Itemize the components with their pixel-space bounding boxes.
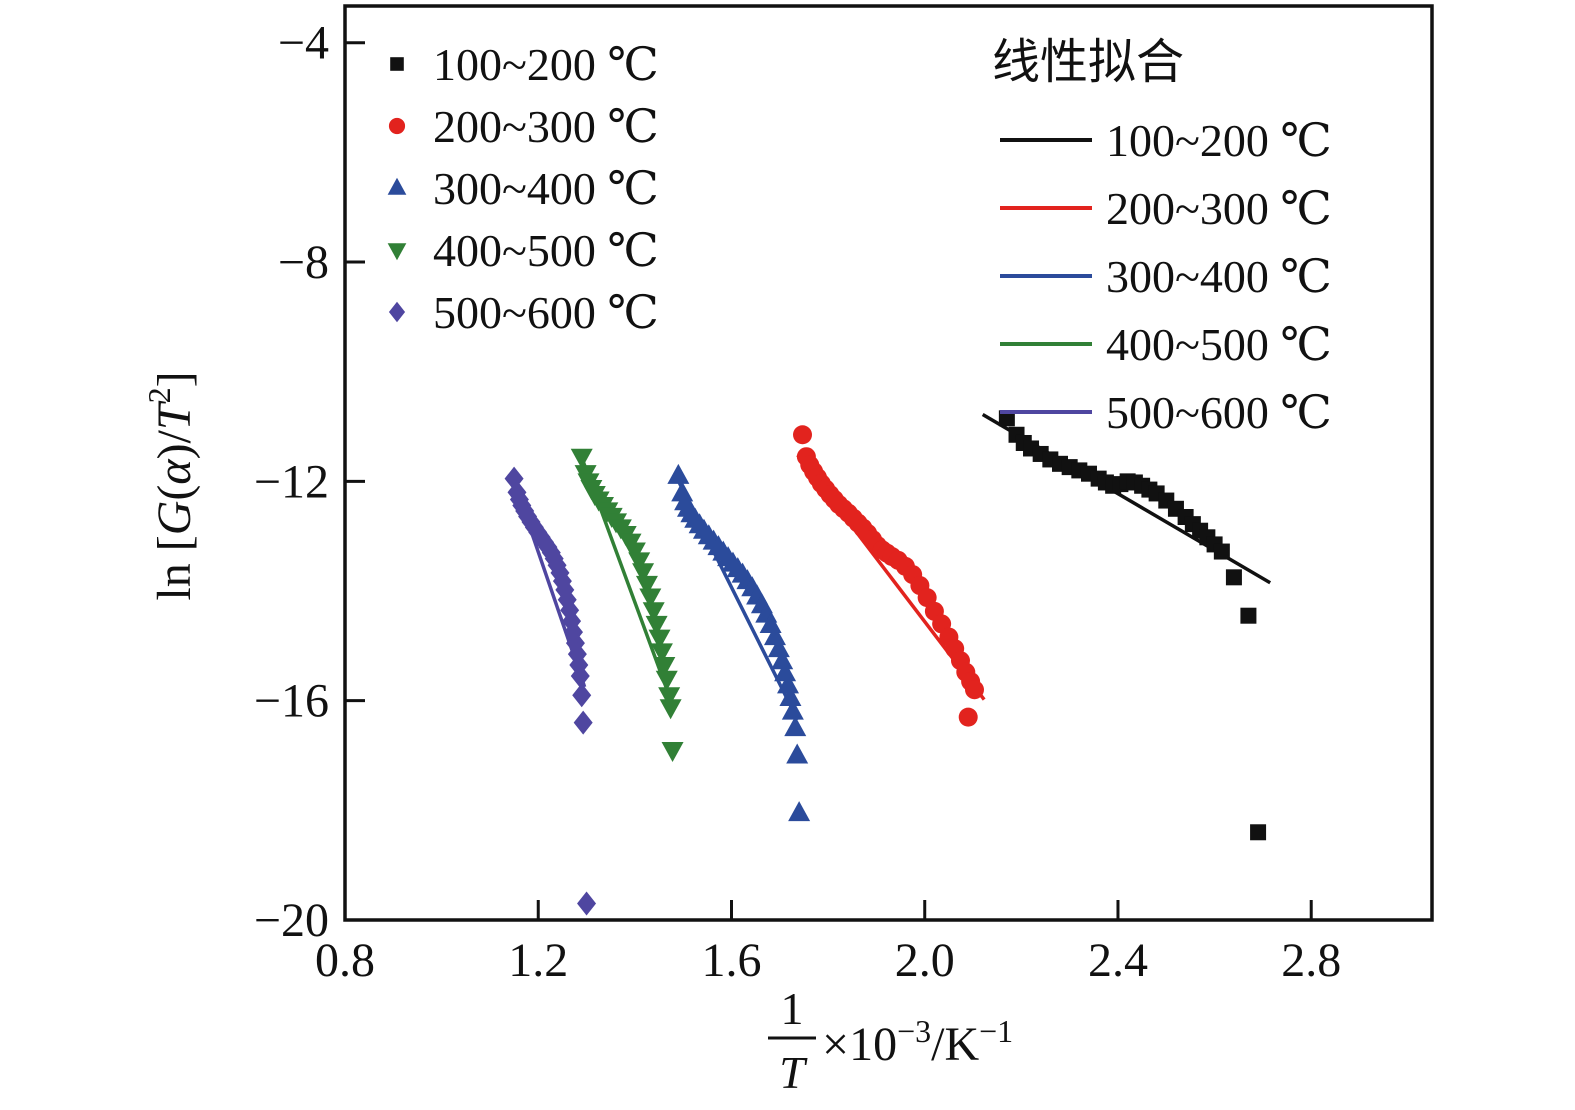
marker-legend-label: 500~600 ℃	[433, 287, 659, 338]
triangle-down-marker	[658, 687, 681, 708]
y-axis-label: ln [G(α)/T2]	[141, 371, 201, 600]
triangle-up-marker	[777, 673, 800, 694]
line-legend-item: 500~600 ℃	[1000, 387, 1332, 438]
triangle-up-marker	[788, 801, 811, 822]
square-marker	[998, 410, 1015, 427]
triangle-down-marker	[387, 243, 407, 261]
circle-marker	[388, 117, 406, 135]
triangle-down-marker	[570, 448, 593, 469]
triangle-up-marker	[779, 685, 802, 706]
triangle-up-marker	[667, 463, 690, 484]
plot-border	[343, 4, 1434, 922]
triangle-down-marker	[645, 615, 668, 636]
x-axis-label: 1 T ×10−3/K−1	[768, 983, 1013, 1098]
y-tick-label: −16	[254, 675, 329, 728]
marker-legend-item: 300~400 ℃	[387, 163, 659, 214]
marker-legend-item: 100~200 ℃	[390, 39, 659, 90]
line-legend-label: 300~400 ℃	[1106, 251, 1332, 302]
line-legend-item: 100~200 ℃	[1000, 115, 1332, 166]
line-legend-label: 400~500 ℃	[1106, 319, 1332, 370]
x-tick-label: 0.8	[315, 934, 375, 987]
diamond-marker	[573, 710, 593, 735]
marker-legend-item: 500~600 ℃	[388, 287, 659, 338]
line-legend-item: 300~400 ℃	[1000, 251, 1332, 302]
circle-marker	[958, 707, 978, 727]
triangle-up-marker	[784, 716, 807, 737]
line-legend-item: 400~500 ℃	[1000, 319, 1332, 370]
marker-legend-item: 400~500 ℃	[387, 225, 659, 276]
fraction-denominator: T	[779, 1047, 808, 1098]
series-100-200-	[981, 410, 1272, 841]
y-tick-label: −4	[278, 17, 329, 70]
triangle-down-marker	[655, 670, 678, 691]
square-marker	[390, 57, 404, 71]
x-tick-label: 2.0	[895, 934, 955, 987]
triangle-down-marker	[661, 742, 684, 763]
line-legend-item: 200~300 ℃	[1000, 183, 1332, 234]
x-tick-label: 2.4	[1088, 934, 1148, 987]
triangle-up-marker	[774, 661, 797, 682]
series-400-500-	[570, 448, 684, 763]
triangle-down-marker	[659, 699, 682, 720]
y-tick-label: −8	[278, 236, 329, 289]
marker-legend-label: 200~300 ℃	[433, 101, 659, 152]
y-tick-label: −12	[254, 455, 329, 508]
diamond-marker	[577, 891, 597, 916]
line-legend-label: 500~600 ℃	[1106, 387, 1332, 438]
series-300-400-	[667, 463, 811, 822]
marker-legend-item: 200~300 ℃	[388, 101, 659, 152]
marker-legend-label: 100~200 ℃	[433, 39, 659, 90]
diamond-marker	[572, 683, 592, 708]
line-legend-label: 200~300 ℃	[1106, 183, 1332, 234]
triangle-down-marker	[642, 602, 665, 623]
x-axis: 0.8 1.2 1.6 2.0 2.4 2.8	[315, 900, 1341, 987]
circle-marker	[793, 425, 813, 445]
diamond-marker	[570, 664, 590, 689]
triangle-up-marker	[771, 649, 794, 670]
triangle-up-marker	[387, 177, 407, 195]
triangle-down-marker	[635, 575, 658, 596]
fraction-numerator: 1	[781, 983, 804, 1034]
square-marker	[1250, 824, 1267, 841]
marker-legend: 100~200 ℃ 200~300 ℃ 300~400 ℃ 400~500 ℃ 500~…	[387, 39, 659, 338]
y-tick-label: −20	[254, 894, 329, 947]
triangle-down-marker	[650, 643, 673, 664]
marker-legend-label: 400~500 ℃	[433, 225, 659, 276]
triangle-down-marker	[648, 629, 671, 650]
line-legend-title: 线性拟合	[992, 36, 1184, 89]
triangle-up-marker	[781, 699, 804, 720]
marker-legend-label: 300~400 ℃	[433, 163, 659, 214]
line-legend: 线性拟合 100~200 ℃ 200~300 ℃ 300~400 ℃ 400~500 ℃…	[992, 36, 1332, 438]
line-legend-label: 100~200 ℃	[1106, 115, 1332, 166]
x-tick-label: 1.2	[508, 934, 568, 987]
square-marker	[1225, 569, 1242, 586]
square-marker	[1213, 543, 1230, 560]
square-marker	[1240, 607, 1257, 624]
circle-marker	[964, 680, 984, 700]
triangle-up-marker	[767, 637, 790, 658]
triangle-down-marker	[653, 657, 676, 678]
x-axis-label-suffix: ×10−3/K−1	[822, 1013, 1013, 1071]
triangle-down-marker	[628, 552, 651, 573]
triangle-up-marker	[763, 625, 786, 646]
diamond-marker	[388, 301, 406, 323]
series-500-600-	[504, 466, 597, 916]
series-200-300-	[793, 425, 986, 727]
axes: 0.8 1.2 1.6 2.0 2.4 2.8 −4 −8 −12 −16 −20	[254, 4, 1434, 987]
triangle-down-marker	[639, 588, 662, 609]
y-axis: −4 −8 −12 −16 −20	[254, 17, 365, 947]
triangle-up-marker	[786, 743, 809, 764]
x-tick-label: 2.8	[1281, 934, 1341, 987]
x-tick-label: 1.6	[701, 934, 761, 987]
triangle-down-marker	[632, 563, 655, 584]
